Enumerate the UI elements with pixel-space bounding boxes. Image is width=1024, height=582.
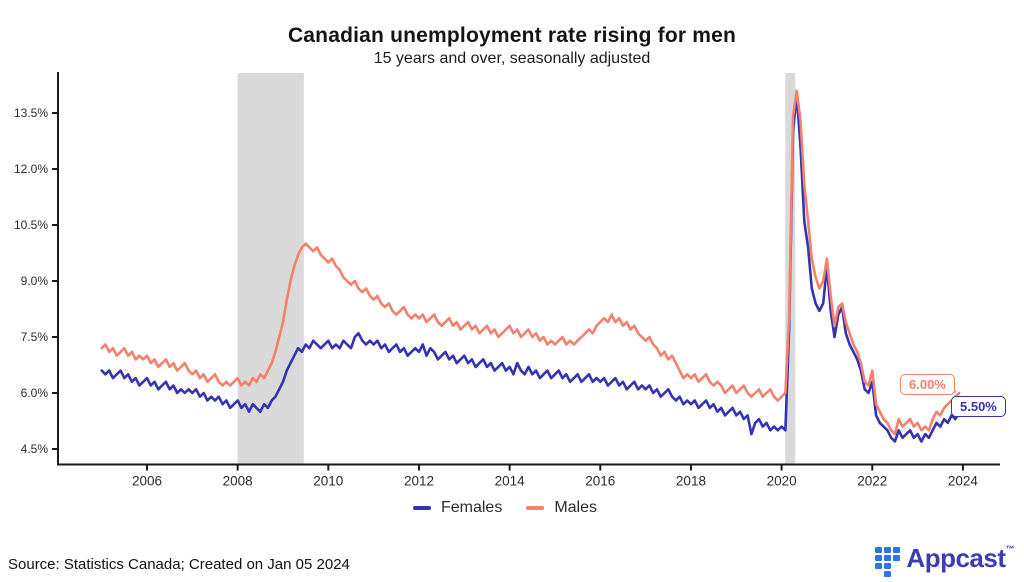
y-tick-label: 4.5%	[21, 442, 49, 456]
source-caption: Source: Statistics Canada; Created on Ja…	[8, 556, 350, 573]
logo-grid-square	[884, 571, 892, 577]
males-legend-swatch	[526, 506, 545, 510]
logo-grid-square	[875, 547, 883, 553]
males-legend-label: Males	[554, 499, 598, 516]
y-tick-label: 9.0%	[21, 274, 49, 288]
logo-grid-square	[884, 555, 892, 561]
x-tick-label: 2024	[948, 474, 979, 489]
logo-grid-gap	[893, 571, 900, 577]
appcast-logo: Appcast™	[875, 543, 1014, 577]
logo-grid-gap	[893, 563, 900, 569]
females-end-value-label: 5.50%	[951, 396, 1006, 417]
females-line	[100, 93, 961, 443]
females-legend-swatch	[412, 506, 431, 510]
appcast-grid-icon	[875, 547, 901, 577]
appcast-wordmark-text: Appcast	[906, 543, 1006, 573]
x-tick-label: 2008	[223, 474, 253, 489]
y-tick-label: 7.5%	[21, 330, 49, 344]
chart-title: Canadian unemployment rate rising for me…	[287, 24, 737, 47]
x-tick-label: 2010	[313, 474, 343, 489]
y-tick-label: 12.0%	[14, 162, 48, 176]
y-tick-label: 6.0%	[21, 386, 49, 400]
x-tick-label: 2014	[495, 474, 526, 489]
logo-grid-gap	[875, 571, 882, 577]
axis-spines	[57, 72, 1000, 466]
x-tick-label: 2012	[404, 474, 434, 489]
x-tick-label: 2018	[676, 474, 706, 489]
x-tick-label: 2022	[857, 474, 887, 489]
logo-grid-square	[875, 555, 883, 561]
trademark-symbol: ™	[1005, 544, 1015, 554]
x-tick-label: 2006	[132, 474, 162, 489]
females-legend-label: Females	[440, 499, 503, 516]
logo-grid-square	[893, 555, 901, 561]
chart-subtitle: 15 years and over, seasonally adjusted	[373, 50, 651, 67]
y-tick-label: 13.5%	[14, 106, 48, 120]
males-line	[100, 89, 961, 436]
legend: Females Males	[0, 499, 1024, 517]
logo-grid-square	[884, 547, 892, 553]
logo-grid-square	[875, 563, 883, 569]
x-tick-label: 2020	[767, 474, 797, 489]
males-end-value-label: 6.00%	[900, 374, 955, 395]
y-tick-label: 10.5%	[14, 218, 48, 232]
appcast-wordmark: Appcast™	[906, 543, 1014, 573]
x-tick-label: 2016	[585, 474, 615, 489]
logo-grid-square	[884, 563, 892, 569]
logo-grid-square	[893, 547, 901, 553]
